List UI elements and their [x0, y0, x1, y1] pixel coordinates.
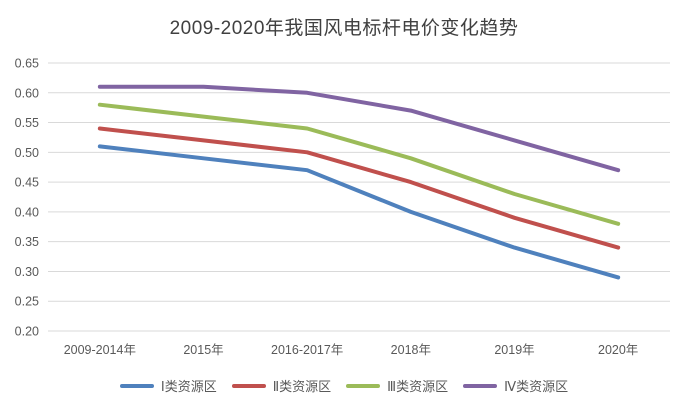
- y-axis-tick-label: 0.35: [15, 235, 39, 249]
- y-axis-tick-label: 0.40: [15, 205, 39, 219]
- legend-line-swatch: [346, 383, 381, 388]
- legend-item-Ⅰ类资源区: Ⅰ类资源区: [119, 376, 217, 395]
- legend-line-swatch: [119, 383, 154, 388]
- legend: Ⅰ类资源区 Ⅱ类资源区 Ⅲ类资源区 Ⅳ类资源区: [0, 376, 688, 395]
- legend-line-swatch: [463, 383, 498, 388]
- legend-label: Ⅱ类资源区: [272, 379, 332, 394]
- legend-item-Ⅱ类资源区: Ⅱ类资源区: [231, 376, 332, 395]
- y-axis-tick-label: 0.25: [15, 295, 39, 309]
- y-axis-tick-label: 0.20: [15, 325, 39, 339]
- legend-label: Ⅰ类资源区: [160, 379, 217, 394]
- x-axis-tick-label: 2018年: [391, 343, 431, 357]
- series-line-Ⅰ类资源区: [97, 144, 621, 280]
- x-axis-tick-label: 2009-2014年: [64, 343, 136, 357]
- x-axis-tick-label: 2020年: [598, 343, 638, 357]
- legend-item-Ⅲ类资源区: Ⅲ类资源区: [346, 376, 448, 395]
- y-axis-tick-label: 0.55: [15, 116, 39, 130]
- chart-title: 2009-2020年我国风电标杆电价变化趋势: [169, 18, 519, 39]
- series-line-Ⅲ类资源区: [97, 102, 621, 226]
- series-line-Ⅳ类资源区: [97, 84, 621, 173]
- legend-line-swatch: [231, 383, 266, 388]
- legend-item-Ⅳ类资源区: Ⅳ类资源区: [463, 376, 568, 395]
- series-line-Ⅱ类资源区: [97, 126, 621, 250]
- y-axis-tick-label: 0.45: [15, 176, 39, 190]
- y-axis-tick-label: 0.50: [15, 146, 39, 160]
- x-axis-tick-label: 2015年: [183, 343, 223, 357]
- y-axis-tick-label: 0.60: [15, 86, 39, 100]
- y-axis-tick-label: 0.30: [15, 265, 39, 279]
- legend-label: Ⅳ类资源区: [504, 379, 569, 394]
- y-axis-tick-label: 0.65: [15, 57, 39, 71]
- x-axis-tick-label: 2016-2017年: [271, 343, 343, 357]
- legend-label: Ⅲ类资源区: [387, 379, 449, 394]
- x-axis-tick-label: 2019年: [494, 343, 534, 357]
